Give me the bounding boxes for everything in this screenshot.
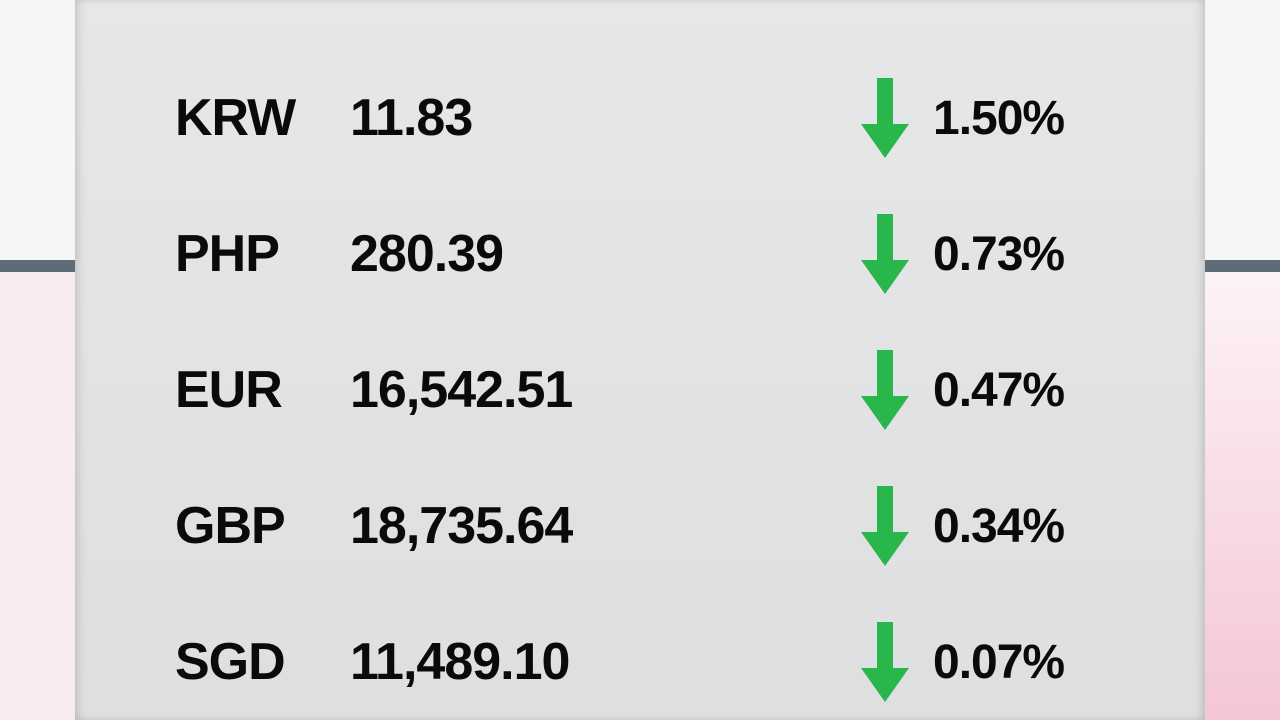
arrow-down-icon (845, 618, 925, 706)
table-row: GBP 18,735.64 0.34% (175, 458, 1115, 594)
table-row: SGD 11,489.10 0.07% (175, 594, 1115, 720)
bg-left-stripe (0, 260, 75, 272)
table-row: EUR 16,542.51 0.47% (175, 322, 1115, 458)
table-row: KRW 11.83 1.50% (175, 50, 1115, 186)
bg-right-bottom-panel (1205, 272, 1280, 720)
bg-right-stripe (1205, 260, 1280, 272)
rates-card: KRW 11.83 1.50% PHP 280.39 0.73% EUR 16,… (75, 0, 1205, 720)
pct-change: 0.07% (925, 635, 1115, 690)
currency-code: EUR (175, 360, 350, 420)
currency-rate: 11,489.10 (350, 632, 845, 692)
arrow-down-icon (845, 346, 925, 434)
arrow-down-icon (845, 210, 925, 298)
arrow-down-icon (845, 74, 925, 162)
currency-rate: 16,542.51 (350, 360, 845, 420)
bg-left-bottom-panel (0, 272, 75, 720)
bg-right-top-panel (1205, 0, 1280, 260)
pct-change: 0.34% (925, 499, 1115, 554)
table-row: PHP 280.39 0.73% (175, 186, 1115, 322)
bg-left-top-panel (0, 0, 75, 260)
currency-rate: 18,735.64 (350, 496, 845, 556)
currency-code: KRW (175, 88, 350, 148)
currency-code: GBP (175, 496, 350, 556)
pct-change: 0.73% (925, 227, 1115, 282)
pct-change: 0.47% (925, 363, 1115, 418)
currency-rate: 280.39 (350, 224, 845, 284)
arrow-down-icon (845, 482, 925, 570)
currency-code: PHP (175, 224, 350, 284)
currency-code: SGD (175, 632, 350, 692)
pct-change: 1.50% (925, 91, 1115, 146)
currency-rate: 11.83 (350, 88, 845, 148)
